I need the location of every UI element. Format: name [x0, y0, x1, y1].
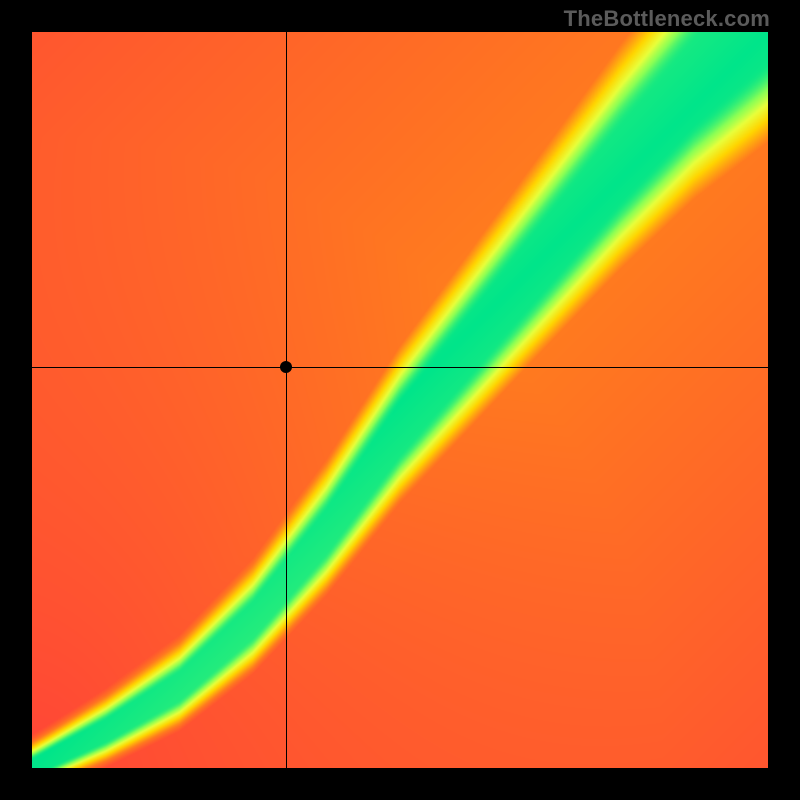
selection-marker-dot	[280, 361, 292, 373]
heatmap-plot-area	[32, 32, 768, 768]
watermark-text: TheBottleneck.com	[564, 6, 770, 32]
crosshair-vertical-line	[286, 32, 287, 768]
bottleneck-heatmap-canvas	[32, 32, 768, 768]
crosshair-horizontal-line	[32, 367, 768, 368]
